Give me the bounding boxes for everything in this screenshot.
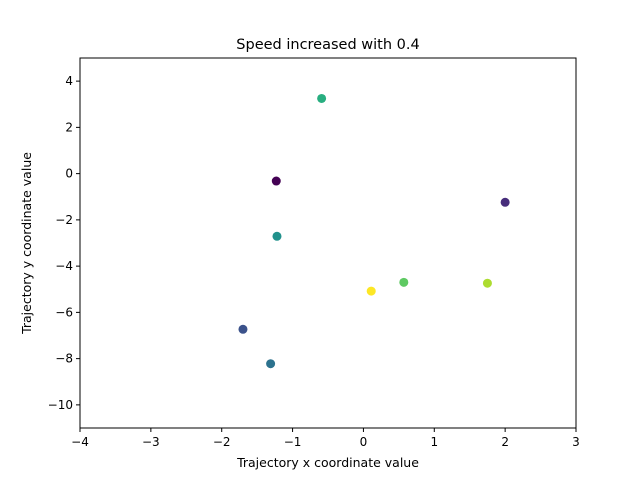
y-tick-label: −8 [55, 352, 73, 366]
x-tick-label: −1 [284, 435, 302, 449]
y-axis-ticks: 4 2 0 −2 −4 −6 −8 −10 [48, 74, 80, 412]
x-axis-label: Trajectory x coordinate value [236, 455, 419, 470]
y-tick-label: 2 [65, 120, 73, 134]
y-tick-label: −4 [55, 259, 73, 273]
data-point-2 [500, 197, 510, 207]
data-point-7 [399, 277, 409, 287]
y-tick-label: −10 [48, 398, 73, 412]
x-tick-label: −3 [142, 435, 160, 449]
x-tick-label: 3 [572, 435, 580, 449]
plot-frame [79, 57, 577, 429]
y-tick-label: 4 [65, 74, 73, 88]
data-point-6 [317, 93, 327, 103]
x-tick-label: 2 [501, 435, 509, 449]
data-point-8 [482, 278, 492, 288]
y-tick-label: −2 [55, 213, 73, 227]
y-axis-label: Trajectory y coordinate value [19, 152, 34, 335]
x-tick-label: −2 [213, 435, 231, 449]
data-points [238, 93, 510, 369]
y-tick-label: 0 [65, 167, 73, 181]
chart-title: Speed increased with 0.4 [236, 37, 419, 53]
data-point-5 [272, 231, 282, 241]
x-tick-label: −4 [71, 435, 89, 449]
x-axis-ticks: −4 −3 −2 −1 0 1 2 3 [71, 428, 580, 449]
data-point-4 [266, 359, 276, 369]
data-point-1 [271, 176, 281, 186]
x-tick-label: 1 [430, 435, 438, 449]
data-point-3 [238, 324, 248, 334]
x-tick-label: 0 [360, 435, 368, 449]
y-tick-label: −6 [55, 305, 73, 319]
data-point-9 [366, 286, 376, 296]
